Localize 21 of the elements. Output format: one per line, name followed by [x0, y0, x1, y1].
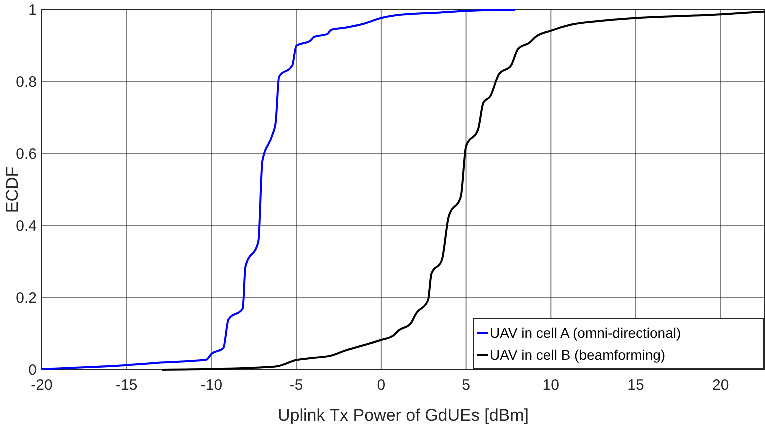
- x-axis-title: Uplink Tx Power of GdUEs [dBm]: [278, 406, 529, 425]
- y-tick-label: 1: [28, 2, 37, 19]
- x-tick-label: -5: [290, 377, 304, 394]
- y-tick-label: 0.2: [16, 290, 37, 307]
- y-tick-label: 0.4: [16, 218, 37, 235]
- legend-label: UAV in cell B (beamforming): [490, 347, 666, 363]
- y-axis-title: ECDF: [3, 166, 22, 214]
- x-tick-label: 10: [542, 377, 560, 394]
- legend-label: UAV in cell A (omni-directional): [490, 325, 682, 341]
- x-tick-label: 20: [712, 377, 730, 394]
- x-tick-label: 5: [462, 377, 470, 394]
- x-tick-label: 0: [377, 377, 386, 394]
- y-tick-label: 0.8: [16, 74, 37, 91]
- line-series: [41, 9, 517, 370]
- x-tick-label: -15: [116, 377, 138, 394]
- y-tick-label: 0.6: [16, 146, 37, 163]
- y-tick-label: 0: [28, 362, 37, 379]
- x-tick-label: 15: [628, 377, 644, 394]
- line-series: [162, 10, 765, 371]
- x-tick-label: -20: [31, 377, 53, 394]
- x-tick-label: -10: [200, 377, 223, 394]
